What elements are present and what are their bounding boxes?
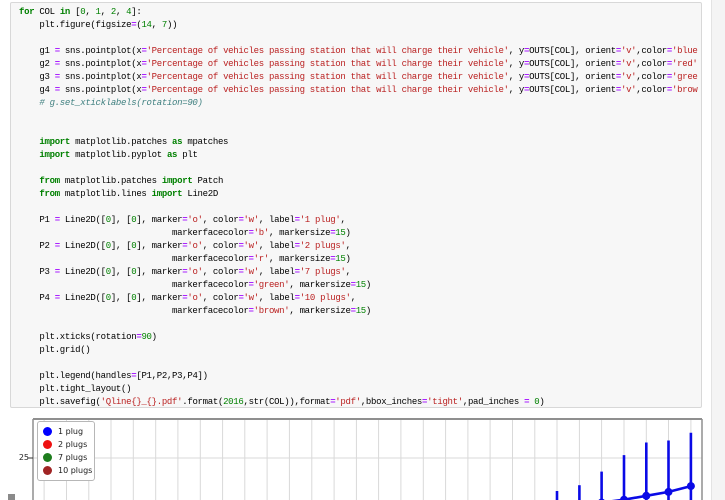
code-line: plt.xticks(rotation=90) [19,332,157,342]
code-line: from matplotlib.lines import Line2D [39,189,218,199]
code-line: import matplotlib.patches as mpatches [39,137,229,147]
code-line: from matplotlib.patches import Patch [39,176,224,186]
legend-item: 7 plugs [43,451,89,464]
partial-element-fragment [8,494,15,500]
legend-item: 10 plugs [43,464,93,477]
y-axis-tick-label: 25 [18,453,29,462]
code-line: g1 = sns.pointplot(x='Percentage of vehi… [19,46,698,56]
code-line: plt.legend(handles=[P1,P2,P3,P4]) [19,371,208,381]
legend-label: 2 plugs [58,440,88,449]
legend-item: 2 plugs [43,438,89,451]
legend-item: 1 plug [43,425,89,438]
legend-label: 7 plugs [58,453,88,462]
legend-marker-icon [43,440,52,449]
code-editor[interactable]: for COL in [0, 1, 2, 4]: plt.figure(figs… [19,6,701,407]
legend-marker-icon [43,427,52,436]
code-line: g2 = sns.pointplot(x='Percentage of vehi… [19,59,698,69]
code-cell[interactable]: for COL in [0, 1, 2, 4]: plt.figure(figs… [10,2,702,408]
code-line: markerfacecolor='green', markersize=15) [19,280,372,290]
code-line: markerfacecolor='r', markersize=15) [19,254,351,264]
code-line: P3 = Line2D([0], [0], marker='o', color=… [19,267,351,277]
code-line: # g.set_xticklabels(rotation=90) [39,98,203,108]
code-line: markerfacecolor='b', markersize=15) [19,228,351,238]
code-line: P1 = Line2D([0], [0], marker='o', color=… [19,215,346,225]
legend-marker-icon [43,453,52,462]
code-line: P2 = Line2D([0], [0], marker='o', color=… [19,241,351,251]
scrollbar-track[interactable] [711,0,725,500]
chart-legend: 1 plug 2 plugs 7 plugs 10 plugs [37,421,95,481]
code-line: g3 = sns.pointplot(x='Percentage of vehi… [19,72,698,82]
code-line: import matplotlib.pyplot as plt [39,150,198,160]
code-line: for COL in [0, 1, 2, 4]: [19,7,142,17]
code-line: g4 = sns.pointplot(x='Percentage of vehi… [19,85,698,95]
legend-marker-icon [43,466,52,475]
code-line: plt.tight_layout() [19,384,132,394]
code-line: P4 = Line2D([0], [0], marker='o', color=… [19,293,356,303]
code-line: plt.grid() [19,345,91,355]
code-line: markerfacecolor='brown', markersize=15) [19,306,372,316]
code-line: plt.figure(figsize=(14, 7)) [19,20,178,30]
legend-label: 10 plugs [58,466,93,475]
legend-label: 1 plug [58,427,84,436]
code-line: plt.savefig('Qline{}_{}.pdf'.format(2016… [19,397,545,407]
